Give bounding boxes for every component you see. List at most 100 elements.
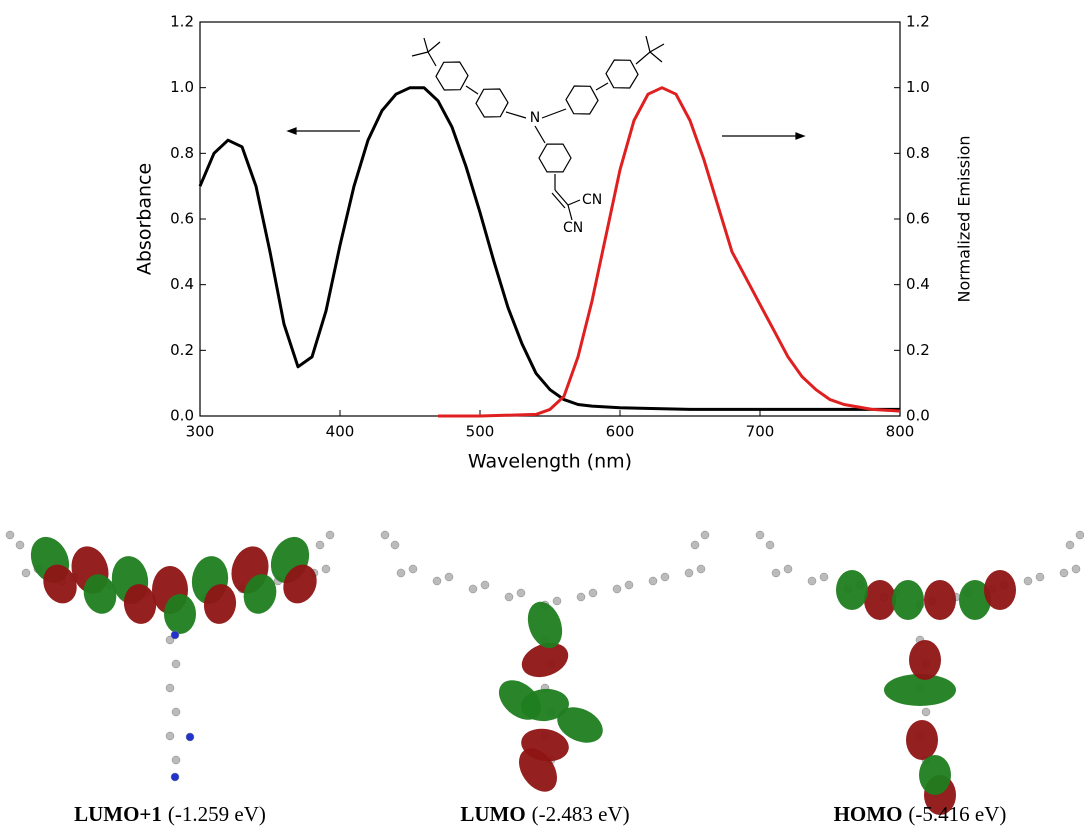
orbital-lobe	[123, 584, 157, 624]
orbital-energy: (-2.483 eV)	[532, 802, 630, 826]
atom	[771, 568, 781, 578]
line-series	[198, 86, 900, 411]
atom	[171, 707, 181, 717]
atom	[171, 755, 181, 765]
bond	[411, 51, 429, 57]
x-tick-label: 800	[886, 423, 915, 441]
bond	[541, 108, 567, 119]
atom	[690, 540, 700, 550]
atom	[396, 568, 406, 578]
atom	[21, 568, 31, 578]
orbital-lobe	[906, 720, 938, 760]
atom	[588, 588, 598, 598]
atom	[170, 772, 180, 782]
orbital-lobe	[521, 642, 569, 678]
atom	[807, 576, 817, 586]
atom-label: CN	[563, 220, 583, 236]
orbital-lobe	[498, 680, 542, 720]
orbital-label: HOMO (-5.416 eV)	[834, 802, 1007, 826]
orbital-lobe	[43, 564, 77, 604]
bond	[534, 125, 546, 144]
orbital-lobe	[164, 594, 196, 634]
atom	[624, 580, 634, 590]
orbital-energy: (-5.416 eV)	[908, 802, 1006, 826]
atom	[170, 630, 180, 640]
atom	[765, 540, 775, 550]
bond	[567, 199, 581, 206]
atom	[390, 540, 400, 550]
atom	[408, 564, 418, 574]
atom	[165, 731, 175, 741]
y2-tick-label: 0.2	[906, 341, 930, 359]
atom	[755, 530, 765, 540]
atom	[1071, 564, 1081, 574]
atom	[1065, 540, 1075, 550]
y2-tick-label: 0.6	[906, 210, 930, 228]
orbital-name: LUMO+1	[74, 802, 162, 826]
atom	[325, 530, 335, 540]
atom	[819, 572, 829, 582]
atom	[648, 576, 658, 586]
orbital-lobe	[557, 707, 603, 743]
atom	[171, 659, 181, 669]
arrows	[286, 127, 806, 140]
plot-frame	[199, 21, 901, 417]
atom	[1059, 568, 1069, 578]
atom	[321, 564, 331, 574]
atom-label: CN	[582, 192, 602, 208]
atom	[185, 732, 195, 742]
bond	[567, 204, 573, 221]
x-tick-label: 600	[606, 423, 635, 441]
y-axis-title: Absorbance	[134, 163, 156, 275]
orbital-panels: LUMO+1 (-1.259 eV) LUMO (-2.483 eV) HOMO (-5.…	[5, 530, 1084, 826]
plot: Wavelength (nm) Absorbance Normalized Em…	[134, 13, 974, 473]
orbital-lobe	[243, 574, 277, 614]
atom	[783, 564, 793, 574]
bond	[554, 189, 569, 206]
ring	[565, 85, 599, 115]
arrowhead	[795, 132, 806, 140]
atom	[660, 572, 670, 582]
x-tick-label: 700	[746, 423, 775, 441]
atom	[1023, 576, 1033, 586]
ring	[538, 143, 572, 173]
atom	[5, 530, 15, 540]
y2-tick-label: 0.4	[906, 275, 930, 293]
atom	[504, 592, 514, 602]
orbital-lobe	[527, 601, 563, 649]
atom	[700, 530, 710, 540]
bond	[645, 35, 651, 53]
x-tick-label: 300	[186, 423, 215, 441]
ring	[605, 59, 639, 89]
molecule: N CN CN	[411, 35, 665, 236]
ring	[435, 61, 469, 91]
orbital-lobe	[283, 564, 317, 604]
atom	[444, 572, 454, 582]
orbital-lobe	[884, 674, 956, 706]
orbital-name: HOMO	[834, 802, 903, 826]
orbital-energy: (-1.259 eV)	[168, 802, 266, 826]
atom	[696, 564, 706, 574]
x-tick-label: 500	[466, 423, 495, 441]
y-tick-label: 0.8	[170, 144, 194, 162]
bond	[505, 111, 527, 119]
orbital-lobe	[959, 580, 991, 620]
bond	[465, 85, 479, 95]
atom	[432, 576, 442, 586]
atom	[576, 592, 586, 602]
y-tick-label: 0.2	[170, 341, 194, 359]
atom	[468, 584, 478, 594]
atom	[1035, 572, 1045, 582]
orbital-lobe	[203, 584, 237, 624]
x-tick-label: 400	[326, 423, 355, 441]
x-axis-title: Wavelength (nm)	[468, 451, 632, 473]
orbital-label: LUMO (-2.483 eV)	[460, 802, 629, 826]
y2-axis-title: Normalized Emission	[955, 135, 974, 302]
y2-tick-label: 1.2	[906, 13, 930, 31]
y2-tick-label: 0.0	[906, 407, 930, 425]
orbital-label: LUMO+1 (-1.259 eV)	[74, 802, 266, 826]
bond	[649, 51, 663, 63]
bond	[595, 82, 609, 91]
atom	[480, 580, 490, 590]
